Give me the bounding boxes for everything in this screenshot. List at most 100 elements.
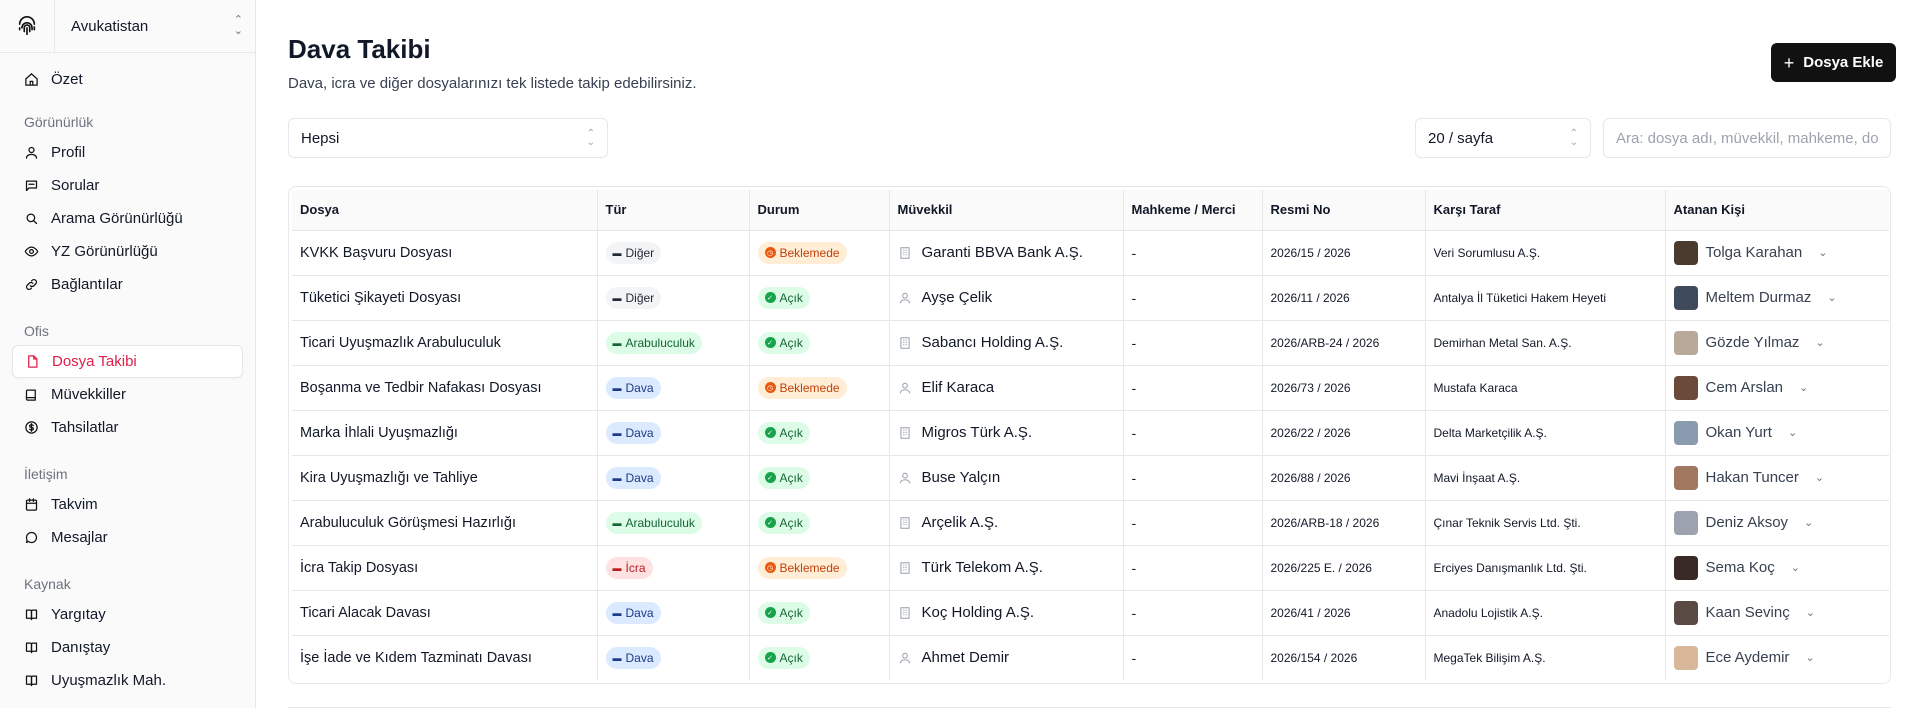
client[interactable]: Sabancı Holding A.Ş. — [898, 334, 1115, 351]
assignee-select[interactable]: Okan Yurt ⌄ — [1673, 420, 1882, 445]
table-row[interactable]: Boşanma ve Tedbir Nafakası Dosyası ▬ Dav… — [292, 365, 1889, 411]
table-row[interactable]: Ticari Alacak Davası ▬ Dava ✓ Açık Koç H… — [292, 590, 1889, 636]
file-name-cell[interactable]: Kira Uyuşmazlığı ve Tahliye — [292, 455, 598, 501]
type-filter-select[interactable]: Hepsi ⌃ ⌄ — [288, 118, 608, 158]
client[interactable]: Garanti BBVA Bank A.Ş. — [898, 244, 1115, 261]
client[interactable]: Arçelik A.Ş. — [898, 514, 1115, 531]
client-name: Migros Türk A.Ş. — [921, 424, 1033, 441]
add-file-button-label: Dosya Ekle — [1803, 54, 1884, 71]
file-name-cell[interactable]: Ticari Alacak Davası — [292, 590, 598, 636]
status-cell: ✓ Açık — [749, 500, 890, 546]
column-header[interactable]: Müvekkil — [889, 190, 1124, 231]
column-header[interactable]: Tür — [597, 190, 750, 231]
column-header[interactable]: Atanan Kişi — [1665, 190, 1889, 231]
sidebar-item-dan-tay[interactable]: Danıştay — [12, 631, 243, 664]
table-row[interactable]: Arabuluculuk Görüşmesi Hazırlığı ▬ Arabu… — [292, 500, 1889, 546]
assignee-cell: Kaan Sevinç ⌄ — [1665, 590, 1889, 636]
client-name: Buse Yalçın — [921, 469, 1001, 486]
client[interactable]: Ayşe Çelik — [898, 289, 1115, 306]
column-header[interactable]: Mahkeme / Merci — [1123, 190, 1263, 231]
file-name-cell[interactable]: İşe İade ve Kıdem Tazminatı Davası — [292, 635, 598, 680]
court-cell: - — [1123, 320, 1263, 366]
assignee-select[interactable]: Sema Koç ⌄ — [1673, 555, 1882, 580]
client[interactable]: Migros Türk A.Ş. — [898, 424, 1115, 441]
sidebar-item-label: Tahsilatlar — [51, 419, 119, 436]
assignee-select[interactable]: Meltem Durmaz ⌄ — [1673, 285, 1882, 310]
sidebar-item-yarg-tay[interactable]: Yargıtay — [12, 598, 243, 631]
assignee-select[interactable]: Ece Aydemir ⌄ — [1673, 645, 1882, 670]
status-cell: ✓ Açık — [749, 320, 890, 366]
chevron-down-icon: ⌄ — [1814, 472, 1825, 484]
client[interactable]: Buse Yalçın — [898, 469, 1115, 486]
building-icon — [899, 606, 910, 619]
table-row[interactable]: Tüketici Şikayeti Dosyası ▬ Diğer ✓ Açık… — [292, 275, 1889, 321]
client[interactable]: Ahmet Demir — [898, 649, 1115, 666]
sidebar-item-profil[interactable]: Profil — [12, 136, 243, 169]
fingerprint-logo-icon[interactable] — [0, 0, 55, 53]
client[interactable]: Koç Holding A.Ş. — [898, 604, 1115, 621]
file-name-cell[interactable]: İcra Takip Dosyası — [292, 545, 598, 591]
table-row[interactable]: Ticari Uyuşmazlık Arabuluculuk ▬ Arabulu… — [292, 320, 1889, 366]
assignee-select[interactable]: Tolga Karahan ⌄ — [1673, 240, 1882, 265]
assignee-cell: Okan Yurt ⌄ — [1665, 410, 1889, 456]
official-no-cell: 2026/ARB-24 / 2026 — [1262, 320, 1426, 366]
check-icon: ✓ — [764, 607, 776, 618]
type-badge-label: Arabuluculuk — [625, 335, 695, 350]
assignee-select[interactable]: Deniz Aksoy ⌄ — [1673, 510, 1882, 535]
assignee-select[interactable]: Kaan Sevinç ⌄ — [1673, 600, 1882, 625]
status-cell: ◷ Beklemede — [749, 545, 890, 591]
client[interactable]: Elif Karaca — [898, 379, 1115, 396]
table-row[interactable]: Kira Uyuşmazlığı ve Tahliye ▬ Dava ✓ Açı… — [292, 455, 1889, 501]
column-header[interactable]: Durum — [749, 190, 890, 231]
assignee-select[interactable]: Hakan Tuncer ⌄ — [1673, 465, 1882, 490]
clock-icon: ◷ — [764, 562, 776, 573]
add-file-button[interactable]: + Dosya Ekle — [1771, 43, 1896, 82]
user-icon — [899, 652, 910, 664]
status-badge: ✓ Açık — [757, 511, 810, 534]
sidebar-item-label: Arama Görünürlüğü — [51, 210, 183, 227]
column-header[interactable]: Dosya — [292, 190, 598, 231]
assignee-select[interactable]: Cem Arslan ⌄ — [1673, 375, 1882, 400]
status-badge-label: Açık — [779, 605, 803, 620]
page-title: Dava Takibi — [288, 34, 431, 64]
status-cell: ◷ Beklemede — [749, 365, 890, 411]
file-name-cell[interactable]: KVKK Başvuru Dosyası — [292, 230, 598, 276]
sidebar-item-arama-g-r-n-rl-[interactable]: Arama Görünürlüğü — [12, 202, 243, 235]
chevron-down-icon: ⌄ — [1827, 292, 1837, 304]
check-icon: ✓ — [764, 517, 776, 528]
client[interactable]: Türk Telekom A.Ş. — [898, 559, 1115, 576]
folder-icon: ▬ — [612, 247, 622, 258]
sidebar-item-takvim[interactable]: Takvim — [12, 488, 243, 521]
table-row[interactable]: KVKK Başvuru Dosyası ▬ Diğer ◷ Beklemede… — [292, 230, 1889, 276]
sidebar-item-sorular[interactable]: Sorular — [12, 169, 243, 202]
sidebar-item-tahsilatlar[interactable]: Tahsilatlar — [12, 411, 243, 444]
sidebar-item-dosya-takibi[interactable]: Dosya Takibi — [12, 345, 243, 378]
file-name-cell[interactable]: Boşanma ve Tedbir Nafakası Dosyası — [292, 365, 598, 411]
assignee-name: Meltem Durmaz — [1705, 289, 1812, 306]
court-cell: - — [1123, 230, 1263, 276]
table-row[interactable]: İşe İade ve Kıdem Tazminatı Davası ▬ Dav… — [292, 635, 1889, 680]
sidebar-item-m-vekkiller[interactable]: Müvekkiller — [12, 378, 243, 411]
sidebar-item-ba-lant-lar[interactable]: Bağlantılar — [12, 268, 243, 301]
column-header[interactable]: Resmi No — [1262, 190, 1426, 231]
sidebar-item-uyu-mazl-k-mah-[interactable]: Uyuşmazlık Mah. — [12, 664, 243, 697]
link-icon — [26, 279, 37, 290]
table-row[interactable]: Marka İhlali Uyuşmazlığı ▬ Dava ✓ Açık M… — [292, 410, 1889, 456]
page-size-select[interactable]: 20 / sayfa ⌃ ⌄ — [1415, 118, 1591, 158]
file-name-cell[interactable]: Arabuluculuk Görüşmesi Hazırlığı — [292, 500, 598, 546]
file-name-cell[interactable]: Marka İhlali Uyuşmazlığı — [292, 410, 598, 456]
file-name-cell[interactable]: Tüketici Şikayeti Dosyası — [292, 275, 598, 321]
sidebar-item-yz-g-r-n-rl-[interactable]: YZ Görünürlüğü — [12, 235, 243, 268]
search-input[interactable] — [1603, 118, 1891, 158]
chevron-down-icon: ⌄ — [1787, 427, 1798, 439]
assignee-select[interactable]: Gözde Yılmaz ⌄ — [1673, 330, 1882, 355]
table-row[interactable]: İcra Takip Dosyası ▬ İcra ◷ Beklemede Tü… — [292, 545, 1889, 591]
sidebar-item-mesajlar[interactable]: Mesajlar — [12, 521, 243, 554]
column-header[interactable]: Karşı Taraf — [1425, 190, 1666, 231]
message-icon — [25, 180, 38, 192]
file-name-cell[interactable]: Ticari Uyuşmazlık Arabuluculuk — [292, 320, 598, 366]
type-badge-label: Dava — [625, 425, 654, 440]
type-badge: ▬ Arabuluculuk — [605, 511, 702, 534]
org-switcher[interactable]: Avukatistan ⌃ ⌄ — [55, 0, 255, 53]
sidebar-item-overview[interactable]: Özet — [12, 63, 243, 96]
